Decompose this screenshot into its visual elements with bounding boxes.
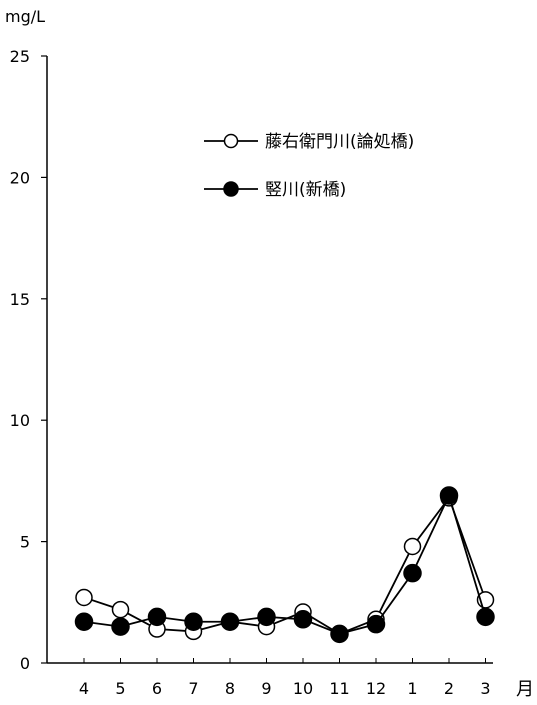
series-line bbox=[83, 492, 487, 635]
data-point bbox=[111, 617, 130, 636]
x-tick-label: 8 bbox=[225, 679, 235, 698]
data-point bbox=[330, 624, 349, 644]
y-tick-label: 5 bbox=[20, 533, 30, 552]
data-point bbox=[75, 588, 93, 607]
x-tick-label: 11 bbox=[329, 679, 349, 698]
x-tick-label: 12 bbox=[366, 679, 386, 698]
data-point bbox=[184, 612, 203, 631]
data-point bbox=[366, 614, 386, 634]
series-open bbox=[75, 489, 495, 643]
x-unit-label: 月 bbox=[516, 679, 534, 700]
series-line bbox=[83, 496, 487, 635]
x-tick-label: 6 bbox=[152, 679, 162, 698]
legend-item-open: 藤右衛門川(論処橋) bbox=[204, 132, 414, 152]
legend-label-filled: 竪川(新橋) bbox=[265, 180, 346, 200]
x-tick-label: 2 bbox=[444, 679, 454, 698]
legend-item-filled: 竪川(新橋) bbox=[204, 180, 346, 200]
x-tick-label: 10 bbox=[293, 679, 313, 698]
x-tick-label: 5 bbox=[115, 679, 125, 698]
data-point bbox=[293, 610, 313, 629]
data-point bbox=[147, 607, 167, 627]
data-point bbox=[403, 537, 422, 556]
data-point bbox=[220, 612, 240, 631]
y-unit-label: mg/L bbox=[5, 7, 45, 26]
y-tick-label: 25 bbox=[10, 47, 30, 66]
data-point bbox=[476, 607, 495, 627]
y-axis-ticks: 0 5 10 15 20 25 bbox=[10, 47, 47, 673]
y-tick-label: 0 bbox=[20, 654, 30, 673]
y-tick-label: 15 bbox=[10, 290, 30, 309]
x-tick-label: 3 bbox=[480, 679, 490, 698]
legend: 藤右衛門川(論処橋) 竪川(新橋) bbox=[204, 132, 414, 200]
x-tick-label: 1 bbox=[407, 679, 417, 698]
data-point bbox=[439, 486, 459, 505]
data-point bbox=[257, 607, 276, 627]
y-tick-label: 20 bbox=[10, 168, 30, 187]
x-axis-ticks: 4 5 6 7 8 9 10 11 12 1 2 3 bbox=[79, 658, 491, 698]
data-point bbox=[74, 612, 94, 631]
series-filled bbox=[74, 486, 495, 644]
legend-label-open: 藤右衛門川(論処橋) bbox=[265, 132, 414, 152]
legend-marker-open bbox=[223, 133, 239, 149]
x-tick-label: 9 bbox=[261, 679, 271, 698]
x-tick-label: 7 bbox=[188, 679, 198, 698]
data-point bbox=[111, 600, 130, 619]
legend-marker-filled bbox=[223, 181, 239, 197]
series-layer bbox=[74, 486, 495, 644]
y-tick-label: 10 bbox=[10, 411, 30, 430]
data-point bbox=[403, 563, 422, 583]
x-tick-label: 4 bbox=[79, 679, 89, 698]
